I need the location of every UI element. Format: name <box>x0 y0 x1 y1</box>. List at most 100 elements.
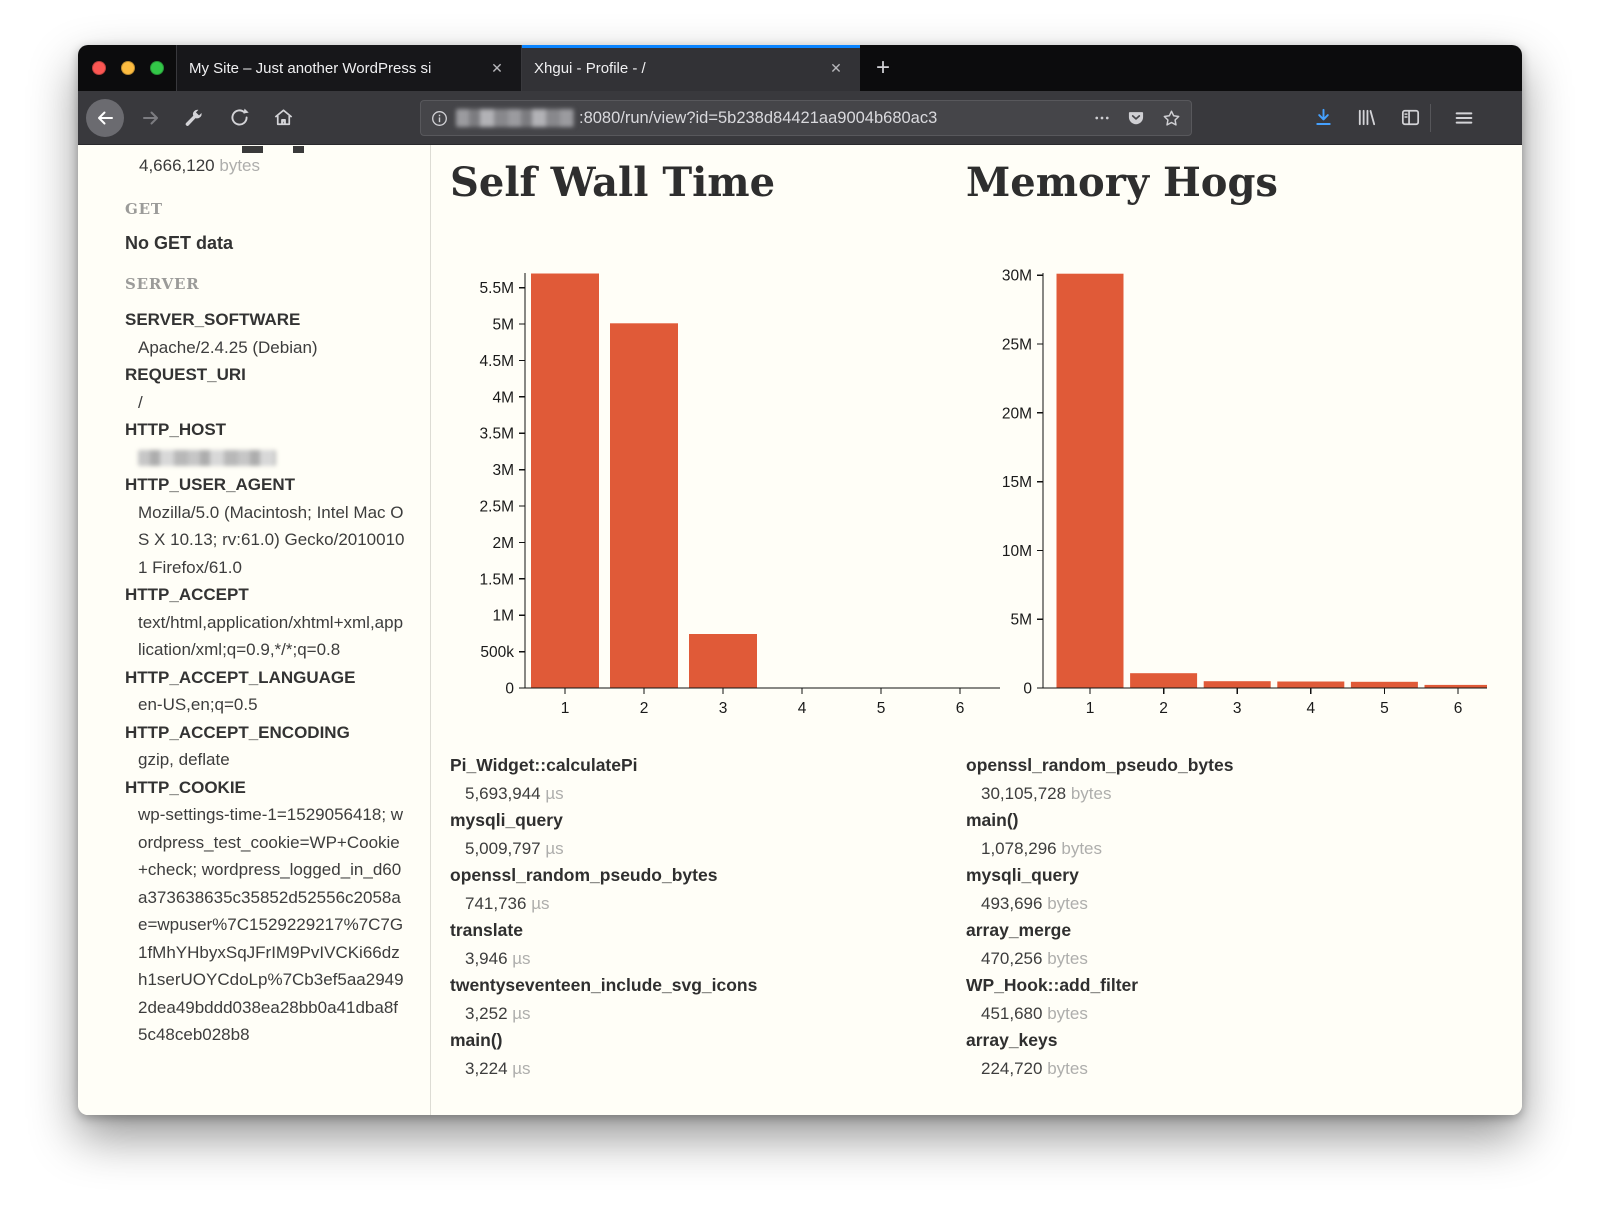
self-wall-time-title: Self Wall Time <box>450 159 776 206</box>
redacted-value <box>138 450 276 467</box>
svg-text:1: 1 <box>561 700 570 717</box>
server-key: HTTP_USER_AGENT <box>125 475 296 494</box>
function-value: 3,224 µs <box>450 1055 950 1083</box>
server-key: HTTP_ACCEPT <box>125 585 249 604</box>
reload-icon <box>230 108 249 126</box>
tab-title: Xhgui - Profile - / <box>534 59 646 77</box>
function-name: Pi_Widget::calculatePi <box>450 755 638 775</box>
svg-text:20M: 20M <box>1002 405 1032 422</box>
home-icon <box>274 109 292 126</box>
xhgui-page: 4,666,120 bytes GET No GET data SERVER S… <box>78 145 1522 1115</box>
function-name: main() <box>966 810 1019 830</box>
page-actions-dots-icon[interactable] <box>1093 109 1111 127</box>
function-name: mysqli_query <box>966 865 1079 885</box>
server-variables-list: SERVER_SOFTWARE Apache/2.4.25 (Debian) REQ… <box>125 306 406 1049</box>
server-key: HTTP_HOST <box>125 420 227 439</box>
tab-wordpress-site[interactable]: My Site – Just another WordPress si ✕ <box>176 45 522 91</box>
value-unit: µs <box>512 1058 531 1078</box>
hamburger-menu-icon <box>1455 111 1473 124</box>
server-value: en-US,en;q=0.5 <box>138 695 258 714</box>
close-tab-icon[interactable]: ✕ <box>830 59 842 76</box>
svg-text:4M: 4M <box>492 389 514 406</box>
value-unit: bytes <box>1047 1003 1088 1023</box>
tab-title: My Site – Just another WordPress si <box>189 59 432 77</box>
server-key: HTTP_ACCEPT_ENCODING <box>125 722 350 742</box>
chart-bar <box>1130 673 1198 688</box>
svg-text:4: 4 <box>798 700 807 717</box>
chart-bar <box>1424 684 1487 688</box>
navigation-toolbar: :8080/run/view?id=5b238d84421aa9004b680a… <box>78 91 1522 145</box>
minimize-window-button[interactable] <box>121 61 135 75</box>
svg-text:1M: 1M <box>492 608 514 625</box>
site-info-icon[interactable] <box>430 109 449 128</box>
value-number: 470,256 <box>981 948 1048 968</box>
toolbar-separator <box>1430 104 1431 132</box>
value-unit: µs <box>545 783 564 803</box>
value-unit: bytes <box>1047 1058 1088 1078</box>
menu-button[interactable] <box>1447 101 1481 135</box>
library-icon <box>1358 109 1375 126</box>
function-value: 30,105,728 bytes <box>966 780 1466 808</box>
library-button[interactable] <box>1349 101 1383 135</box>
svg-text:2.5M: 2.5M <box>480 499 514 516</box>
browser-window: My Site – Just another WordPress si ✕ Xh… <box>78 45 1522 1115</box>
function-value: 224,720 bytes <box>966 1055 1466 1083</box>
tab-xhgui-profile[interactable]: Xhgui - Profile - / ✕ <box>522 45 860 91</box>
svg-text:2M: 2M <box>492 535 514 552</box>
svg-text:4: 4 <box>1306 700 1315 717</box>
function-name: WP_Hook::add_filter <box>966 975 1139 995</box>
chart-bar <box>1203 681 1271 688</box>
server-value: Mozilla/5.0 (Macintosh; Intel Mac OS X 1… <box>138 502 405 577</box>
svg-text:3.5M: 3.5M <box>480 426 514 443</box>
content-divider <box>430 145 431 1115</box>
url-bar[interactable]: :8080/run/view?id=5b238d84421aa9004b680a… <box>420 100 1192 136</box>
svg-text:5M: 5M <box>1010 612 1032 629</box>
peak-memory-value: 4,666,120 bytes <box>125 153 406 179</box>
chart-bar <box>1277 681 1345 688</box>
new-tab-button[interactable]: + <box>875 54 890 81</box>
downloads-button[interactable] <box>1306 101 1340 135</box>
zoom-window-button[interactable] <box>150 61 164 75</box>
back-button[interactable] <box>86 98 124 137</box>
svg-text:3M: 3M <box>492 462 514 479</box>
value-unit: µs <box>545 838 564 858</box>
svg-text:6: 6 <box>1454 700 1463 717</box>
chart-bar <box>689 634 757 688</box>
back-arrow-icon <box>98 111 113 124</box>
reload-button[interactable] <box>222 101 256 135</box>
function-name: main() <box>450 1030 503 1050</box>
value-unit: µs <box>512 1003 531 1023</box>
function-value: 493,696 bytes <box>966 890 1466 918</box>
value-unit: bytes <box>1047 893 1088 913</box>
value-number: 5,009,797 <box>465 838 546 858</box>
server-value: text/html,application/xhtml+xml,applicat… <box>138 612 404 660</box>
function-value: 470,256 bytes <box>966 945 1466 973</box>
chart-bar <box>610 323 678 688</box>
value-number: 3,946 <box>465 948 513 968</box>
function-name: mysqli_query <box>450 810 563 830</box>
memory-hogs-chart: 0 5M 10M 15M 20M 25M 30M 1 2 3 4 5 6 <box>1002 268 1487 717</box>
pocket-icon[interactable] <box>1126 108 1146 128</box>
svg-text:5: 5 <box>1380 700 1389 717</box>
chart-bar <box>531 273 599 688</box>
function-value: 741,736 µs <box>450 890 950 918</box>
home-button[interactable] <box>266 101 300 135</box>
sidebar-toggle-button[interactable] <box>1393 101 1427 135</box>
bookmark-star-icon[interactable] <box>1161 108 1182 129</box>
tools-button[interactable] <box>177 101 211 135</box>
svg-text:15M: 15M <box>1002 474 1032 491</box>
value-number: 3,252 <box>465 1003 513 1023</box>
value-number: 451,680 <box>981 1003 1048 1023</box>
svg-text:6: 6 <box>956 700 965 717</box>
tab-bar: My Site – Just another WordPress si ✕ Xh… <box>78 45 1522 91</box>
url-text[interactable]: :8080/run/view?id=5b238d84421aa9004b680a… <box>579 108 938 127</box>
svg-text:0: 0 <box>505 681 514 698</box>
run-details-sidebar: 4,666,120 bytes GET No GET data SERVER S… <box>125 145 406 1049</box>
function-name: array_merge <box>966 920 1072 940</box>
server-key: HTTP_ACCEPT_LANGUAGE <box>125 667 356 687</box>
server-section-heading: SERVER <box>125 275 200 293</box>
close-tab-icon[interactable]: ✕ <box>491 59 503 76</box>
server-key: REQUEST_URI <box>125 365 246 384</box>
forward-button[interactable] <box>134 101 168 135</box>
close-window-button[interactable] <box>92 61 106 75</box>
